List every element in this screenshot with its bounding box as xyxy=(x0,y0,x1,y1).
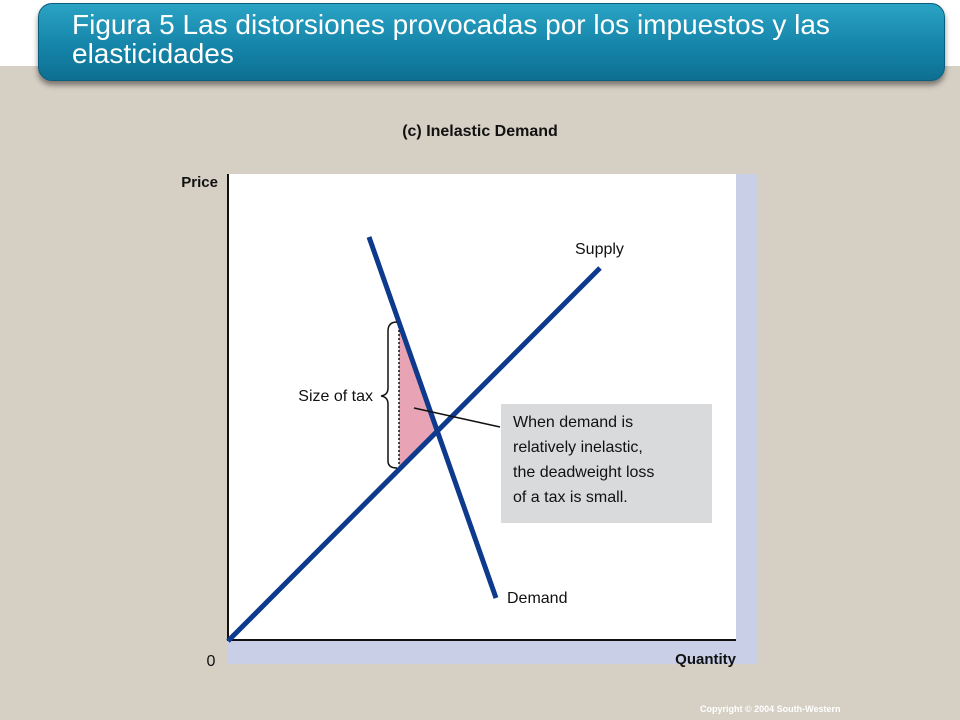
copyright-notice: Copyright © 2004 South-Western xyxy=(700,704,841,714)
plot-shadow-bottom xyxy=(228,640,758,664)
tax-size-label: Size of tax xyxy=(298,388,373,405)
callout-leader-line xyxy=(413,407,501,428)
y-axis-label: Price xyxy=(181,174,218,191)
panel-title: (c) Inelastic Demand xyxy=(402,123,558,140)
title-bar xyxy=(38,3,945,81)
demand-label: Demand xyxy=(507,590,567,607)
deadweight-loss-area xyxy=(399,326,437,466)
supply-curve xyxy=(226,266,602,643)
demand-curve xyxy=(366,236,499,599)
callout-line: the deadweight loss xyxy=(513,464,655,481)
tax-brace xyxy=(380,321,398,469)
origin-label: 0 xyxy=(207,653,216,670)
plot-shadow-right xyxy=(736,174,758,664)
callout-line: When demand is xyxy=(513,414,634,431)
callout-line: relatively inelastic, xyxy=(513,439,643,456)
x-axis-label: Quantity xyxy=(675,651,736,668)
callout-box: When demand is relatively inelastic, the… xyxy=(501,404,712,523)
supply-label: Supply xyxy=(575,241,624,258)
callout-line: of a tax is small. xyxy=(513,489,628,506)
slide-title: Figura 5 Las distorsiones provocadas por… xyxy=(72,9,830,69)
